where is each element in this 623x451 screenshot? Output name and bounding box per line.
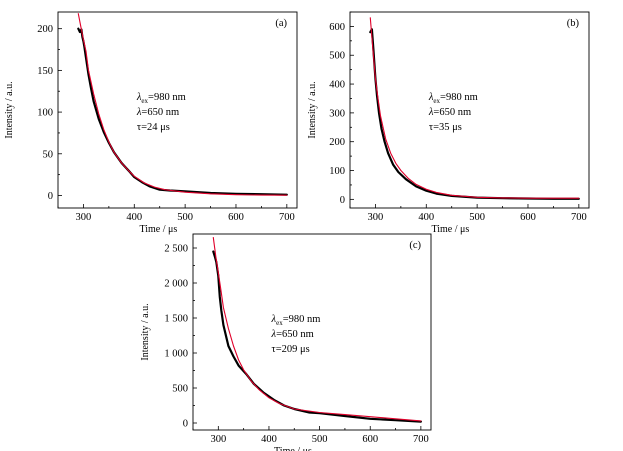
x-tick-label: 600 [362, 434, 378, 445]
y-tick-label: 200 [37, 24, 53, 35]
lambda-symbol: λ [428, 107, 434, 118]
x-tick-label: 600 [520, 212, 536, 223]
annotation-excitation: λex=980 nm [136, 92, 186, 105]
series-fit-line [212, 236, 422, 422]
annotation-lifetime: τ=209 μs [272, 344, 310, 355]
panel-2: 300 400 500 600 700 0 500 1 000 1 500 2 000 2 500 T… [140, 233, 432, 451]
excitation-value: =980 nm [148, 92, 186, 103]
y-tick-label: 150 [37, 66, 53, 77]
plot-frame [57, 11, 298, 209]
x-tick-label: 300 [76, 212, 92, 223]
y-axis-title: Intensity / a.u. [4, 81, 15, 138]
y-tick-label: 1 000 [164, 349, 188, 360]
y-tick-label: 0 [48, 191, 53, 202]
x-tick-label: 400 [418, 212, 434, 223]
annotation-lifetime: τ=24 μs [137, 122, 170, 133]
emission-value: =650 nm [276, 329, 314, 340]
y-tick-label: 0 [183, 419, 188, 430]
lambda-symbol: λ [271, 329, 277, 340]
x-tick-label: 300 [368, 212, 384, 223]
series-measured-line [77, 27, 288, 196]
emission-value: =650 nm [433, 107, 471, 118]
lambda-subscript: ex [141, 97, 148, 105]
x-axis-title: Time / μs [139, 224, 177, 235]
plot-frame [192, 233, 432, 431]
y-tick-label: 100 [37, 108, 53, 119]
y-tick-label: 600 [329, 22, 345, 33]
panel-label: (c) [409, 240, 421, 251]
series-measured-line [212, 250, 422, 423]
y-tick-label: 500 [329, 51, 345, 62]
series-fit-line [369, 17, 580, 199]
panels: 300 400 500 600 700 0 50 100 150 200 Time / μs Inte… [4, 11, 590, 451]
y-tick-label: 2 500 [164, 244, 188, 255]
excitation-value: =980 nm [440, 92, 478, 103]
panel-label: (a) [275, 18, 287, 29]
x-tick-label: 400 [126, 212, 142, 223]
lambda-subscript: ex [433, 97, 440, 105]
y-tick-label: 0 [340, 195, 345, 206]
lambda-symbol: λ [428, 92, 434, 103]
x-axis-title: Time / μs [274, 446, 312, 451]
excitation-value: =980 nm [283, 314, 321, 325]
y-tick-label: 400 [329, 80, 345, 91]
x-tick-label: 500 [177, 212, 193, 223]
x-tick-label: 700 [279, 212, 295, 223]
plot-frame [349, 11, 590, 209]
panel-label: (b) [567, 18, 580, 29]
y-tick-label: 50 [43, 149, 54, 160]
x-tick-label: 400 [261, 434, 277, 445]
y-tick-label: 300 [329, 108, 345, 119]
panel-1: 300 400 500 600 700 0 100 200 300 400 500 600 Time /… [307, 11, 590, 235]
x-tick-label: 700 [571, 212, 587, 223]
y-tick-label: 100 [329, 166, 345, 177]
panel-0: 300 400 500 600 700 0 50 100 150 200 Time / μs Inte… [4, 11, 298, 235]
y-tick-label: 2 000 [164, 279, 188, 290]
annotation-emission: λ=650 nm [271, 329, 314, 340]
x-tick-label: 500 [469, 212, 485, 223]
lambda-symbol: λ [136, 107, 142, 118]
lambda-symbol: λ [136, 92, 142, 103]
emission-value: =650 nm [141, 107, 179, 118]
x-tick-label: 700 [413, 434, 429, 445]
y-tick-label: 200 [329, 137, 345, 148]
lambda-subscript: ex [276, 319, 283, 327]
annotation-emission: λ=650 nm [136, 107, 179, 118]
y-axis-title: Intensity / a.u. [307, 81, 318, 138]
annotation-emission: λ=650 nm [428, 107, 471, 118]
y-axis-title: Intensity / a.u. [140, 303, 151, 360]
x-tick-label: 500 [312, 434, 328, 445]
series-fit-line [77, 13, 288, 196]
x-tick-label: 600 [228, 212, 244, 223]
x-tick-label: 300 [210, 434, 226, 445]
lambda-symbol: λ [271, 314, 277, 325]
annotation-lifetime: τ=35 μs [429, 122, 462, 133]
x-axis-title: Time / μs [431, 224, 469, 235]
y-tick-label: 1 500 [164, 314, 188, 325]
annotation-excitation: λex=980 nm [428, 92, 478, 105]
annotation-excitation: λex=980 nm [271, 314, 321, 327]
series-measured-line [369, 28, 580, 200]
y-tick-label: 500 [172, 384, 188, 395]
